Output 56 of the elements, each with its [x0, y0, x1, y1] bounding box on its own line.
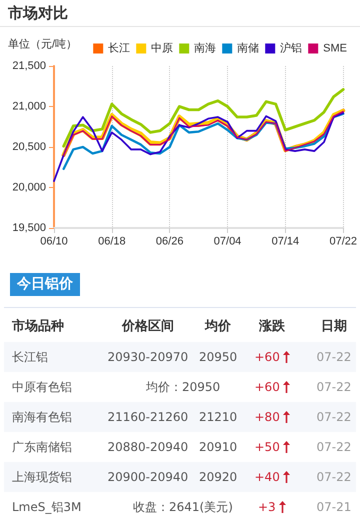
y-tick-label: 20,500	[12, 141, 46, 153]
text: 20920	[199, 469, 238, 486]
text: 价格区间	[122, 318, 174, 336]
text: +3	[258, 499, 276, 516]
text: +80	[254, 409, 280, 426]
text: 07-22	[316, 409, 352, 426]
text: 中原有色铝	[12, 379, 72, 396]
chart-title: 市场对比	[8, 4, 68, 23]
x-tick-label: 07/14	[272, 236, 300, 248]
text: +60	[254, 349, 280, 366]
text: 07-22	[316, 379, 352, 396]
y-tick-label: 19,500	[12, 222, 46, 234]
text: 日期	[321, 318, 347, 336]
text: 广东南储铝	[12, 439, 72, 456]
y-tick-label: 21,000	[12, 100, 46, 112]
x-tick-label: 07/22	[329, 236, 357, 248]
text: 20930-20970	[108, 349, 188, 366]
y-tick-label: 21,500	[12, 60, 46, 72]
text: LmeS_铝3M	[12, 499, 82, 516]
legend-label: 中原	[151, 42, 174, 54]
text: 07-22	[316, 439, 352, 456]
text: +60	[254, 379, 280, 396]
text: 上海现货铝	[12, 469, 72, 486]
legend-label: 长江	[108, 42, 130, 54]
text: 长江铝	[12, 349, 48, 366]
line-series	[62, 88, 345, 148]
text: 均价	[205, 318, 231, 336]
text: +50	[254, 439, 280, 456]
text: 20950	[199, 349, 238, 366]
legend-label: 南海	[194, 42, 216, 54]
text: 20900-20940	[108, 469, 188, 486]
text: 07-21	[316, 499, 352, 516]
x-tick-label: 06/10	[40, 236, 68, 248]
y-tick-label: 20,000	[12, 182, 46, 194]
legend-label: SME	[323, 42, 348, 54]
text: 21160-21260	[108, 409, 188, 426]
text: 21210	[199, 409, 238, 426]
text: 07-22	[316, 349, 352, 366]
text: 20910	[199, 439, 238, 456]
text: 今日铝价	[10, 273, 80, 296]
text: 南海有色铝	[12, 409, 72, 426]
text: +40	[254, 469, 280, 486]
line-series	[62, 112, 344, 170]
text: 07-22	[316, 469, 352, 486]
text: 20880-20940	[108, 439, 188, 456]
text: 均价：20950	[146, 379, 220, 396]
x-tick-label: 06/18	[98, 236, 126, 248]
text: 收盘：2641(美元)	[133, 499, 233, 516]
line-series	[53, 112, 344, 182]
x-tick-label: 07/04	[214, 236, 242, 248]
legend-label: 南储	[237, 42, 260, 54]
text: 涨跌	[259, 318, 285, 336]
text: 市场品种	[12, 318, 64, 336]
y-axis-title: 单位（元/吨）	[8, 38, 78, 50]
legend-label: 沪铝	[280, 42, 302, 54]
x-tick-label: 06/26	[156, 236, 184, 248]
